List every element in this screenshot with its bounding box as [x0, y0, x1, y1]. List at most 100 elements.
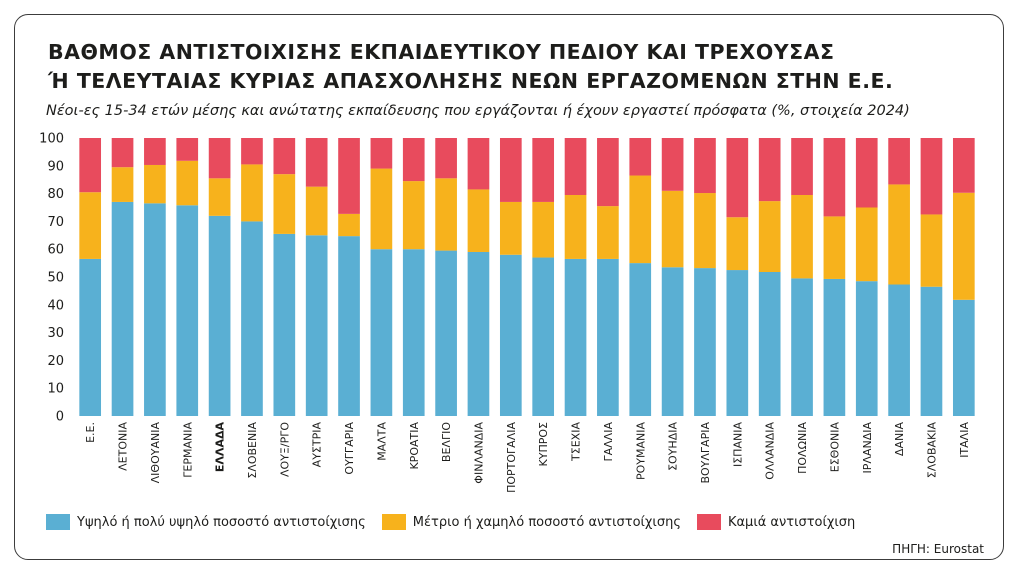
x-tick-label: ΙΣΠΑΝΙΑ [731, 422, 744, 467]
bar-segment-none [694, 138, 716, 194]
bar-segment-high [467, 251, 490, 416]
bar-segment-none [597, 138, 619, 207]
bar-segment-high [726, 270, 749, 416]
bar-segment-high [532, 257, 555, 416]
bar-segment-high [273, 233, 296, 416]
bar-segment-none [305, 138, 328, 187]
bar-segment-medium [79, 192, 102, 259]
x-tick-label: ΙΡΛΑΝΔΙΑ [861, 422, 874, 474]
x-tick-label: ΜΑΛΤΑ [375, 422, 388, 461]
x-tick-label: ΒΟΥΛΓΑΡΙΑ [699, 422, 712, 484]
bar-segment-high [888, 284, 910, 416]
x-tick-label: ΔΑΝΙΑ [893, 422, 906, 457]
bar-segment-medium [402, 181, 425, 250]
bar-segment-none [629, 138, 652, 176]
bar-segment-medium [726, 217, 749, 271]
bar-segment-medium [241, 164, 263, 222]
bar-segment-none [920, 138, 943, 215]
x-tick-label: ΛΕΤΟΝΙΑ [117, 422, 130, 471]
bar-segment-none [758, 138, 781, 202]
bar-segment-high [79, 258, 102, 416]
bar-segment-none [79, 138, 102, 193]
legend-swatch-high [46, 514, 70, 530]
bar-segment-high [305, 235, 328, 416]
bar-segment-medium [564, 194, 587, 259]
y-tick-label: 10 [47, 382, 64, 397]
x-tick-label: ΣΛΟΒΕΝΙΑ [246, 422, 259, 479]
x-tick-label: ΤΣΕΧΙΑ [570, 422, 583, 462]
x-tick-label: ΒΕΛΓΙΟ [440, 422, 453, 462]
bar-segment-none [111, 138, 134, 168]
bar-segment-none [855, 138, 878, 208]
bar-segment-none [952, 138, 975, 193]
y-tick-label: 90 [47, 159, 64, 174]
bar-segment-medium [111, 167, 134, 202]
bar-segment-medium [273, 174, 296, 234]
bar-segment-none [499, 138, 522, 202]
bar-segment-high [241, 221, 263, 416]
x-tick-label: ΠΟΛΩΝΙΑ [796, 422, 809, 474]
bar-segment-none [532, 138, 555, 202]
bar-segment-medium [305, 186, 328, 236]
bar-segment-medium [661, 190, 684, 268]
bar-segment-medium [144, 164, 166, 204]
bar-segment-none [888, 138, 910, 185]
bar-segment-none [208, 138, 231, 179]
bar-segment-medium [532, 201, 555, 258]
bar-segment-medium [467, 189, 490, 252]
legend-item-medium: Μέτριο ή χαμηλό ποσοστό αντιστοίχισης [381, 514, 681, 530]
bar-segment-medium [888, 184, 910, 285]
bar-segment-high [499, 254, 522, 416]
bar-segment-high [823, 278, 846, 416]
bar-segment-none [273, 138, 296, 175]
bar-segment-none [726, 138, 749, 218]
bar-segment-high [629, 263, 652, 416]
bar-segment-high [952, 299, 975, 416]
legend-item-none: Καμιά αντιστοίχιση [696, 514, 856, 530]
bar-segment-high [338, 236, 360, 416]
y-tick-label: 80 [47, 187, 64, 202]
bar-segment-none [144, 138, 166, 165]
x-tick-label: Ε.Ε. [84, 422, 97, 443]
bar-segment-medium [855, 207, 878, 282]
x-tick-label: ΙΤΑΛΙΑ [958, 422, 971, 458]
bar-segment-none [176, 138, 199, 161]
legend-swatch-medium [381, 514, 406, 530]
bar-segment-none [241, 138, 263, 165]
bar-segment-none [370, 138, 393, 169]
bar-segment-high [758, 272, 781, 416]
x-tick-label: ΚΡΟΑΤΙΑ [408, 422, 421, 470]
legend-label-none: Καμιά αντιστοίχιση [727, 514, 856, 530]
bar-segment-high [564, 258, 587, 416]
bar-segment-none [435, 138, 457, 179]
bar-segment-medium [920, 214, 943, 287]
bar-segment-medium [952, 192, 975, 300]
bar-segment-none [791, 138, 813, 195]
legend-swatch-none [696, 514, 721, 530]
y-tick-label: 0 [56, 410, 64, 425]
bar-segment-none [338, 138, 360, 214]
bar-segment-medium [435, 178, 457, 251]
bar-segment-none [402, 138, 425, 182]
x-tick-label: ΟΛΛΑΝΔΙΑ [764, 422, 777, 480]
legend-label-medium: Μέτριο ή χαμηλό ποσοστό αντιστοίχισης [412, 514, 681, 530]
bar-segment-none [467, 138, 490, 190]
bar-segment-medium [370, 168, 393, 250]
x-tick-label: ΦΙΝΛΑΝΔΙΑ [472, 422, 485, 484]
bar-segment-medium [791, 194, 813, 279]
bar-segment-high [370, 249, 393, 416]
bar-segment-high [176, 205, 199, 416]
x-tick-label: ΛΟΥΞ/ΡΓΟ [278, 422, 291, 477]
bar-segment-high [435, 250, 457, 416]
legend: Υψηλό ή πολύ υψηλό ποσοστό αντιστοίχισης… [46, 510, 871, 534]
bar-segment-high [920, 286, 943, 416]
source-note: ΠΗΓΗ: Eurostat [892, 542, 984, 556]
y-tick-label: 60 [47, 243, 64, 258]
bar-segment-medium [629, 175, 652, 264]
bar-segment-high [144, 203, 166, 416]
chart-title: ΒΑΘΜΟΣ ΑΝΤΙΣΤΟΙΧΙΣΗΣ ΕΚΠΑΙΔΕΥΤΙΚΟΥ ΠΕΔΙΟ… [48, 38, 988, 96]
chart-frame [14, 14, 1004, 560]
y-tick-label: 20 [47, 354, 64, 369]
x-tick-label: ΣΛΟΒΑΚΙΑ [925, 422, 938, 479]
